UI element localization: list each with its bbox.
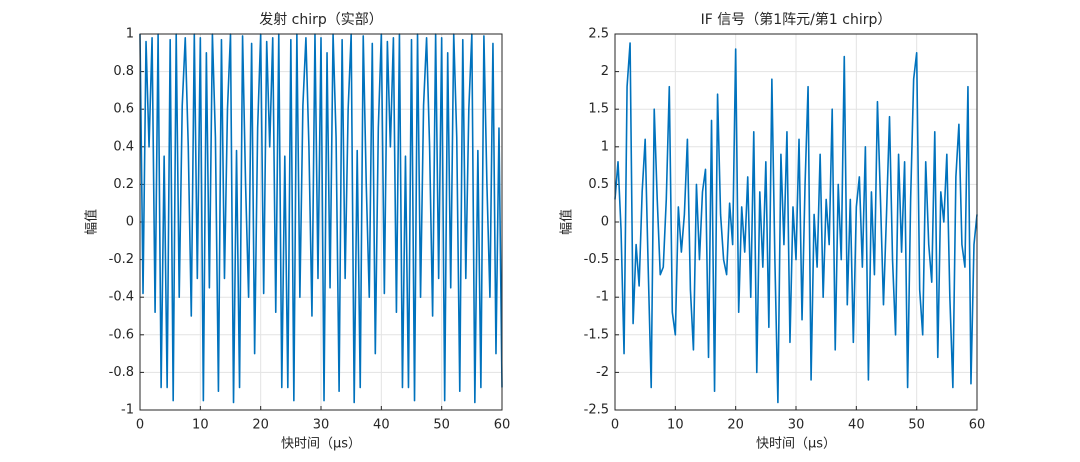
y-axis-label: 幅值 [559, 209, 575, 235]
y-tick-label: 0.5 [588, 177, 609, 192]
y-tick-label: -1 [121, 403, 134, 418]
x-tick-label: 0 [136, 418, 144, 433]
chart-title: IF 信号（第1阵元/第1 chirp） [701, 11, 892, 28]
y-tick-label: 1 [601, 139, 609, 154]
x-tick-label: 30 [313, 418, 330, 433]
x-tick-label: 10 [667, 418, 684, 433]
axes-box [139, 33, 503, 411]
y-axis-label: 幅值 [84, 209, 100, 235]
y-tick-label: 0 [126, 215, 134, 230]
x-axis-label: 快时间（μs） [756, 437, 836, 452]
x-tick-label: 60 [969, 418, 986, 433]
x-tick-label: 40 [848, 418, 865, 433]
x-tick-label: 50 [908, 418, 925, 433]
y-tick-label: 0.2 [113, 177, 134, 192]
data-line [139, 33, 503, 404]
y-tick-label: -2.5 [584, 403, 609, 418]
y-tick-label: 2 [601, 64, 609, 79]
y-tick-label: -0.6 [109, 327, 134, 342]
x-tick-label: 50 [433, 418, 450, 433]
x-tick-label: 20 [727, 418, 744, 433]
y-tick-label: -0.8 [109, 365, 134, 380]
chart-title: 发射 chirp（实部） [259, 12, 383, 28]
y-tick-label: -0.2 [109, 252, 134, 267]
y-tick-label: -0.4 [109, 290, 134, 305]
x-tick-label: 30 [788, 418, 805, 433]
data-line [614, 42, 978, 404]
axes-box [614, 33, 978, 411]
x-tick-label: 60 [494, 418, 511, 433]
y-tick-label: 0.4 [113, 139, 134, 154]
y-tick-label: 1 [126, 27, 134, 42]
y-tick-label: -0.5 [584, 252, 609, 267]
x-tick-label: 40 [373, 418, 390, 433]
y-tick-label: -1.5 [584, 327, 609, 342]
y-tick-label: 2.5 [588, 27, 609, 42]
x-tick-label: 0 [611, 418, 619, 433]
x-tick-label: 20 [252, 418, 269, 433]
y-tick-label: -1 [596, 290, 609, 305]
x-axis-label: 快时间（μs） [281, 437, 361, 452]
y-tick-label: -2 [596, 365, 609, 380]
y-tick-label: 1.5 [588, 102, 609, 117]
y-tick-label: 0 [601, 215, 609, 230]
y-tick-label: 0.8 [113, 64, 134, 79]
x-tick-label: 10 [192, 418, 209, 433]
y-tick-label: 0.6 [113, 102, 134, 117]
